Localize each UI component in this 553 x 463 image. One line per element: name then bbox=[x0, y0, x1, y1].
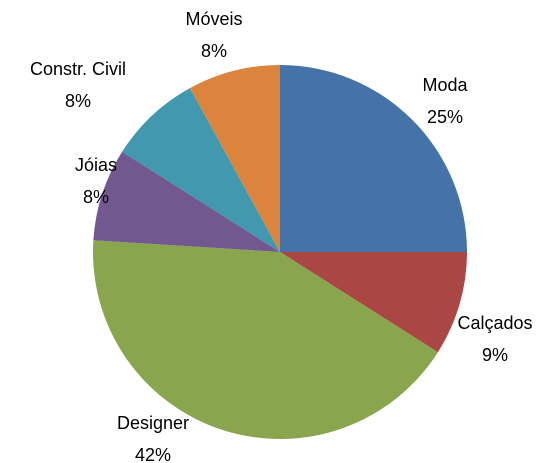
slice-value-label: 9% bbox=[482, 345, 508, 365]
pie-slice bbox=[122, 88, 280, 253]
slice-value-label: 25% bbox=[427, 107, 463, 127]
slice-label: Móveis bbox=[185, 9, 242, 29]
slice-label: Constr. Civil bbox=[30, 59, 126, 79]
slice-value-label: 8% bbox=[83, 187, 109, 207]
pie-slice bbox=[280, 65, 467, 252]
slice-label: Designer bbox=[117, 413, 189, 433]
slice-value-label: 8% bbox=[201, 41, 227, 61]
slice-value-label: 8% bbox=[65, 91, 91, 111]
slice-label: Calçados bbox=[457, 313, 532, 333]
pie-slice bbox=[280, 252, 467, 353]
pie-slice bbox=[93, 151, 280, 252]
slice-label: Jóias bbox=[75, 155, 117, 175]
slice-label: Moda bbox=[422, 75, 468, 95]
slice-value-label: 42% bbox=[135, 445, 171, 463]
pie-slice bbox=[189, 65, 280, 252]
pie-slice bbox=[93, 240, 438, 439]
